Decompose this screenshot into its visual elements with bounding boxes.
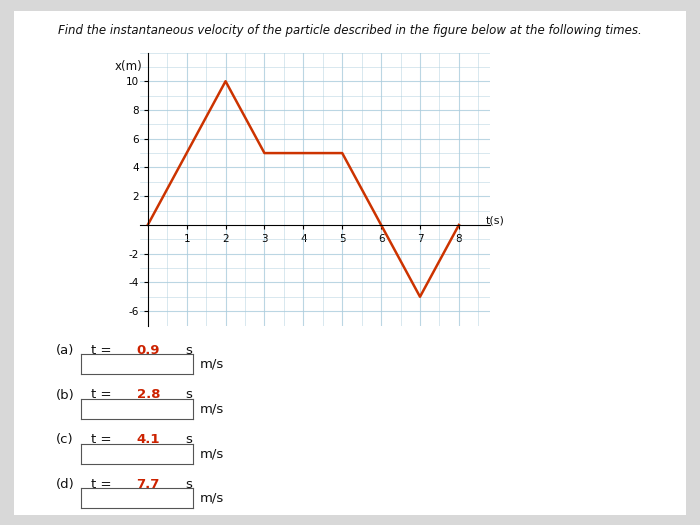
Text: t =: t = xyxy=(91,433,111,446)
Text: s: s xyxy=(186,433,192,446)
Text: Find the instantaneous velocity of the particle described in the figure below at: Find the instantaneous velocity of the p… xyxy=(58,24,642,37)
Text: (b): (b) xyxy=(56,388,75,402)
Text: s: s xyxy=(186,344,192,357)
Text: s: s xyxy=(186,388,192,402)
Text: m/s: m/s xyxy=(199,358,224,371)
Text: (a): (a) xyxy=(56,344,74,357)
Text: 4.1: 4.1 xyxy=(136,433,160,446)
Text: 7.7: 7.7 xyxy=(136,478,160,491)
Text: x(m): x(m) xyxy=(115,60,142,72)
Text: t(s): t(s) xyxy=(486,216,505,226)
Text: m/s: m/s xyxy=(199,403,224,415)
Text: t =: t = xyxy=(91,478,111,491)
Text: t =: t = xyxy=(91,388,111,402)
Text: m/s: m/s xyxy=(199,447,224,460)
Text: 2.8: 2.8 xyxy=(136,388,160,402)
Text: s: s xyxy=(186,478,192,491)
Text: (d): (d) xyxy=(56,478,75,491)
Text: t =: t = xyxy=(91,344,111,357)
Text: 0.9: 0.9 xyxy=(136,344,160,357)
Text: (c): (c) xyxy=(56,433,74,446)
Text: m/s: m/s xyxy=(199,492,224,505)
